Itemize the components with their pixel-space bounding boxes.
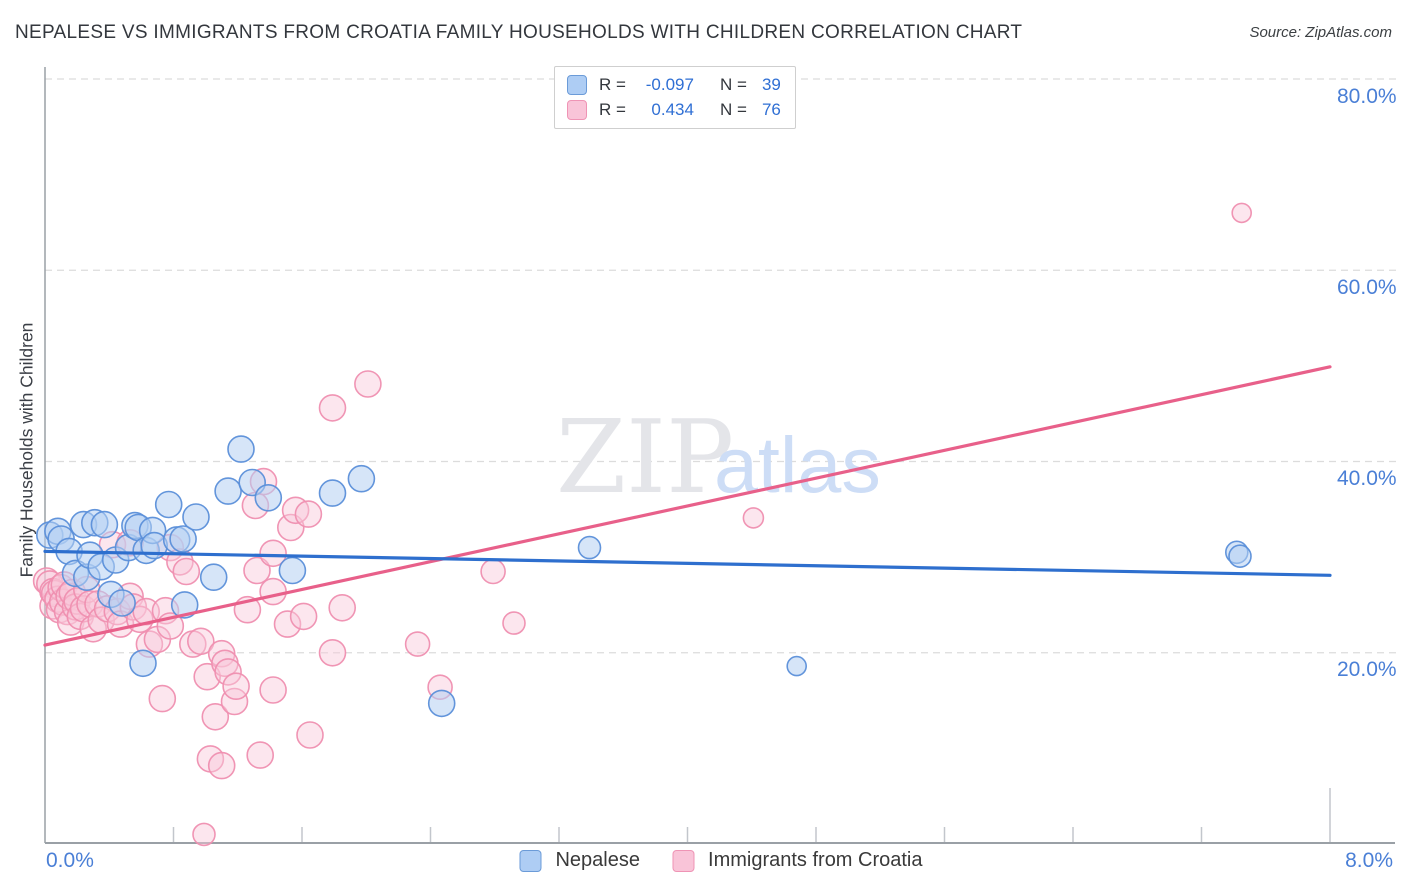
scatter-point-nepalese <box>214 477 242 505</box>
scatter-point-nepalese <box>1228 544 1252 569</box>
y-axis-title: Family Households with Children <box>16 322 37 578</box>
n-label: N = <box>719 75 747 94</box>
scatter-point-nepalese <box>182 503 210 531</box>
scatter-point-croatia <box>220 687 249 716</box>
scatter-point-croatia <box>273 610 302 638</box>
stats-row-croatia: R = 0.434 N = 76 <box>567 100 781 120</box>
scatter-point-croatia <box>201 702 230 731</box>
page-title: NEPALESE VS IMMIGRANTS FROM CROATIA FAMI… <box>15 22 1023 43</box>
scatter-point-nepalese <box>347 464 376 493</box>
scatter-point-croatia <box>296 721 324 749</box>
scatter-point-croatia <box>259 539 287 568</box>
scatter-point-croatia <box>214 658 242 686</box>
scatter-point-croatia <box>187 627 215 656</box>
x-tick-label-min: 0.0% <box>46 849 94 872</box>
nepalese-legend-label: Nepalese <box>555 849 641 871</box>
r-value: -0.097 <box>645 75 694 94</box>
source-attribution: Source: ZipAtlas.com <box>1249 24 1392 41</box>
r-label: R = <box>599 75 626 94</box>
nepalese-legend-swatch-icon <box>519 849 542 872</box>
scatter-point-croatia <box>404 631 431 657</box>
scatter-point-nepalese <box>278 556 307 585</box>
y-tick-label-40: 40.0% <box>1337 467 1397 490</box>
r-label: R = <box>599 100 626 119</box>
scatter-point-croatia <box>289 602 318 631</box>
scatter-point-nepalese <box>318 479 347 507</box>
n-value: 76 <box>761 100 781 119</box>
n-label: N = <box>719 100 747 119</box>
series-legend: Nepalese Immigrants from Croatia <box>519 849 923 872</box>
scatter-point-croatia <box>259 676 287 704</box>
trend-line-nepalese <box>43 549 1332 577</box>
scatter-point-nepalese <box>129 649 157 678</box>
scatter-point-nepalese <box>199 563 228 592</box>
scatter-point-croatia <box>207 751 236 780</box>
trend-line-croatia <box>43 365 1332 647</box>
scatter-point-nepalese <box>227 435 255 463</box>
y-tick-label-80: 80.0% <box>1337 85 1397 108</box>
stats-row-nepalese: R = -0.097 N = 39 <box>567 75 781 95</box>
croatia-legend-swatch-icon <box>672 849 695 872</box>
scatter-point-nepalese <box>154 490 183 519</box>
croatia-legend-label: Immigrants from Croatia <box>708 849 923 871</box>
scatter-point-croatia <box>354 370 382 398</box>
x-tick-label-max: 8.0% <box>1345 849 1393 872</box>
r-value: 0.434 <box>651 100 694 119</box>
scatter-point-croatia <box>172 557 201 586</box>
scatter-point-nepalese <box>108 589 136 617</box>
scatter-point-croatia <box>318 394 347 422</box>
scatter-point-nepalese <box>786 655 808 677</box>
scatter-point-croatia <box>328 593 357 622</box>
scatter-point-croatia <box>222 672 250 701</box>
watermark-zip: ZIP <box>556 398 734 516</box>
scatter-point-croatia <box>480 558 506 585</box>
scatter-point-nepalese <box>170 591 199 619</box>
scatter-point-croatia <box>243 556 271 585</box>
scatter-point-croatia <box>1231 202 1252 224</box>
scatter-point-nepalese <box>169 525 197 553</box>
scatter-point-croatia <box>742 507 765 529</box>
nepalese-swatch-icon <box>567 75 587 95</box>
scatter-point-croatia <box>259 577 287 606</box>
croatia-swatch-icon <box>567 100 587 120</box>
scatter-point-croatia <box>246 741 275 769</box>
scatter-point-croatia <box>148 684 177 713</box>
y-tick-label-60: 60.0% <box>1337 276 1397 299</box>
scatter-point-nepalese <box>427 689 456 718</box>
n-value: 39 <box>761 75 781 94</box>
scatter-point-nepalese <box>577 535 602 560</box>
scatter-point-croatia <box>192 822 216 847</box>
scatter-point-croatia <box>294 500 323 528</box>
scatter-point-nepalese <box>254 483 283 512</box>
correlation-stats-legend: R = -0.097 N = 39 R = 0.434 N = 76 <box>554 66 796 129</box>
scatter-point-croatia <box>318 638 347 667</box>
scatter-point-nepalese <box>90 510 119 539</box>
y-tick-label-20: 20.0% <box>1337 658 1397 681</box>
scatter-point-croatia <box>502 611 526 635</box>
